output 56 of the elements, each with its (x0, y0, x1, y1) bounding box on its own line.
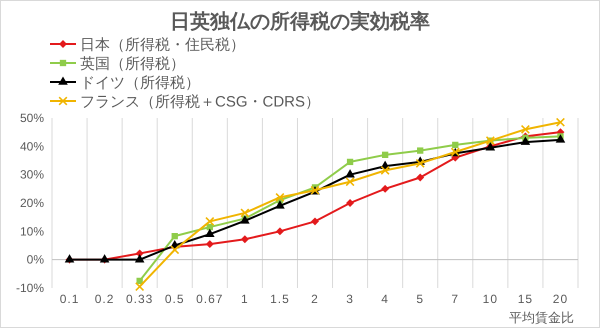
x-tick-label: 3 (346, 292, 354, 306)
point (275, 200, 285, 209)
point (204, 228, 215, 237)
point (520, 124, 530, 134)
point (206, 240, 214, 248)
x-tick-label: 1 (241, 292, 249, 306)
point (416, 174, 424, 182)
y-tick-label: 40% (20, 139, 44, 154)
point (172, 232, 178, 240)
point (382, 152, 388, 158)
x-tick-label: 2 (311, 292, 319, 306)
x-tick-label: 0.67 (196, 292, 224, 306)
point (520, 136, 530, 145)
point (346, 158, 354, 166)
point (276, 227, 284, 236)
x-tick-label: 0.5 (164, 292, 185, 306)
point (275, 192, 285, 202)
point (417, 147, 424, 154)
y-tick-label: 20% (20, 196, 44, 210)
point (381, 184, 390, 193)
x-tick-label: 5 (416, 292, 424, 306)
y-tick-label: 0% (26, 252, 44, 267)
point (135, 282, 144, 292)
point (452, 142, 458, 148)
point (556, 118, 566, 127)
point (556, 134, 566, 143)
x-axis-title: 平均賃金比 (509, 310, 574, 325)
x-tick-label: 20 (552, 292, 568, 306)
legend-label: 日本（所得税・住民税） (80, 36, 245, 54)
legend-label: フランス（所得税＋CSG・CDRS） (80, 93, 320, 110)
point (240, 208, 250, 218)
x-tick-label: 1.5 (270, 292, 290, 306)
y-tick-label: -10% (16, 281, 44, 295)
x-tick-label: 0.2 (94, 292, 114, 306)
y-tick-label: 10% (20, 224, 44, 238)
x-tick-label: 4 (381, 292, 389, 306)
point (346, 199, 354, 207)
x-tick-label: 10 (482, 292, 498, 306)
x-tick-label: 0.1 (60, 292, 80, 306)
point (170, 245, 180, 254)
point (240, 235, 249, 244)
y-tick-label: 30% (20, 168, 44, 182)
x-tick-label: 15 (518, 292, 534, 306)
legend-label: ドイツ（所得税） (80, 74, 200, 92)
point (380, 166, 390, 176)
y-tick-label: 50% (20, 111, 44, 125)
point (311, 217, 319, 226)
x-tick-label: 7 (451, 292, 460, 306)
legend-label: 英国（所得税） (80, 55, 185, 72)
x-tick-label: 0.33 (126, 292, 154, 306)
chart-title: 日英独仏の所得税の実効税率 (170, 10, 430, 33)
point (345, 169, 355, 178)
point (205, 216, 214, 226)
point (345, 177, 355, 186)
point (416, 158, 425, 168)
point (134, 254, 144, 262)
